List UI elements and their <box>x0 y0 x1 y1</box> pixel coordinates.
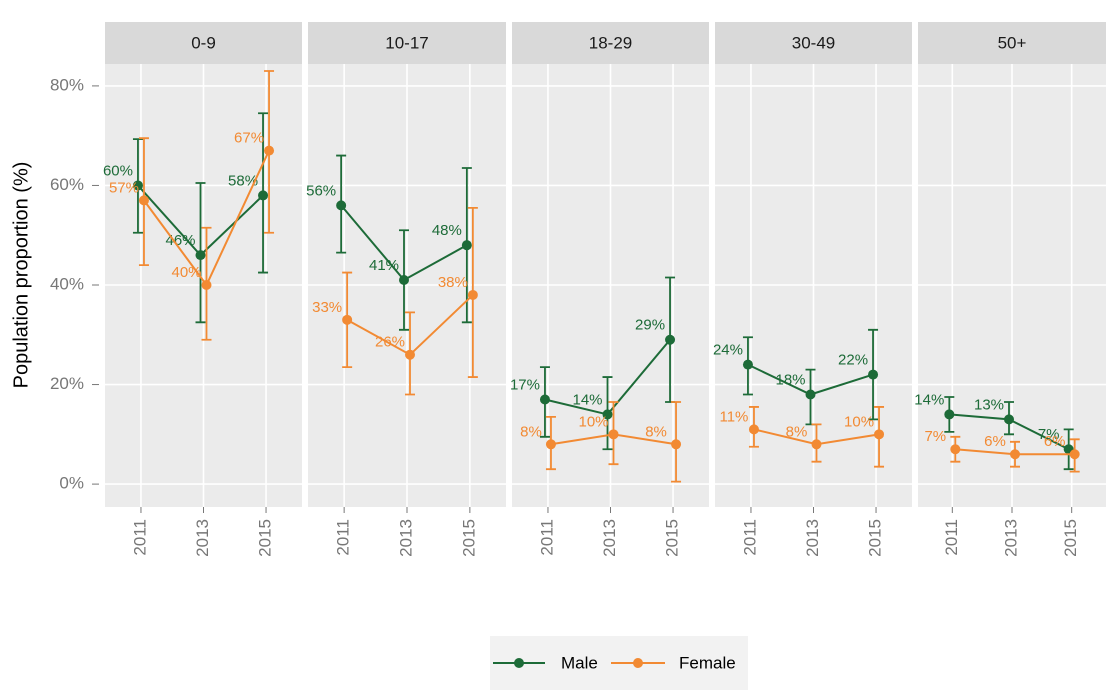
value-label: 33% <box>312 299 342 316</box>
facet-title: 10-17 <box>385 33 428 52</box>
value-label: 26% <box>375 334 405 351</box>
value-label: 17% <box>510 376 540 393</box>
value-label: 8% <box>786 423 808 440</box>
point <box>868 369 879 380</box>
x-tick-label: 2013 <box>396 519 415 557</box>
point <box>336 200 347 211</box>
value-label: 6% <box>1044 433 1066 450</box>
point <box>608 429 619 440</box>
legend-label: Female <box>679 653 736 672</box>
value-label: 41% <box>369 257 399 274</box>
x-tick-label: 2013 <box>1001 519 1020 557</box>
value-label: 14% <box>914 391 944 408</box>
value-label: 38% <box>438 274 468 291</box>
point <box>671 439 682 450</box>
point <box>405 349 415 360</box>
strip <box>918 22 1106 64</box>
facet-title: 18-29 <box>589 33 632 52</box>
value-label: 11% <box>719 408 748 425</box>
x-tick-label: 2013 <box>193 519 212 557</box>
strip <box>308 22 506 64</box>
point <box>944 409 955 420</box>
x-tick-label: 2015 <box>459 519 478 557</box>
x-tick-label: 2011 <box>334 519 353 556</box>
value-label: 56% <box>306 182 336 199</box>
value-label: 8% <box>520 423 542 440</box>
x-tick-label: 2015 <box>866 519 885 557</box>
y-tick-label: 0% <box>59 474 84 493</box>
y-axis-label: Population proportion (%) <box>10 162 32 389</box>
x-tick-label: 2015 <box>256 519 275 557</box>
point <box>264 145 275 156</box>
legend-marker <box>514 658 524 668</box>
point <box>748 424 759 435</box>
point <box>874 429 885 440</box>
point <box>811 439 822 450</box>
point <box>201 280 212 291</box>
point <box>1004 414 1014 425</box>
y-tick-label: 80% <box>50 75 84 94</box>
value-label: 7% <box>1038 426 1060 443</box>
x-tick-label: 2011 <box>942 519 961 556</box>
point <box>342 314 353 325</box>
value-label: 10% <box>844 413 874 430</box>
y-tick-label: 20% <box>50 374 84 393</box>
facet-title: 30-49 <box>792 33 835 52</box>
y-tick-label: 40% <box>50 274 84 293</box>
value-label: 57% <box>109 179 139 196</box>
point <box>195 250 206 261</box>
value-label: 40% <box>171 264 201 281</box>
point <box>138 195 149 206</box>
value-label: 6% <box>984 433 1006 450</box>
value-label: 48% <box>432 222 462 239</box>
value-label: 10% <box>578 413 608 430</box>
point <box>665 334 676 345</box>
value-label: 18% <box>775 371 805 388</box>
strip <box>105 22 302 64</box>
legend-marker <box>633 658 643 668</box>
x-tick-label: 2011 <box>537 519 556 556</box>
value-label: 13% <box>974 396 1004 413</box>
value-label: 8% <box>645 423 667 440</box>
y-tick-label: 60% <box>50 175 84 194</box>
x-tick-label: 2013 <box>600 519 619 557</box>
point <box>1010 449 1020 460</box>
value-label: 46% <box>165 232 195 249</box>
point <box>742 359 753 370</box>
facet-title: 0-9 <box>191 33 216 52</box>
point <box>467 289 478 300</box>
x-tick-label: 2011 <box>740 519 759 556</box>
value-label: 24% <box>713 342 743 359</box>
legend-label: Male <box>561 653 598 672</box>
x-tick-label: 2015 <box>1061 519 1080 557</box>
value-label: 29% <box>635 317 665 334</box>
point <box>602 409 613 420</box>
x-tick-label: 2011 <box>130 519 149 556</box>
point <box>545 439 556 450</box>
strip <box>715 22 912 64</box>
point <box>539 394 550 405</box>
value-label: 14% <box>572 391 602 408</box>
point <box>258 190 269 201</box>
facet-title: 50+ <box>998 33 1027 52</box>
value-label: 67% <box>234 130 264 147</box>
point <box>132 180 143 191</box>
value-label: 60% <box>103 162 133 179</box>
point <box>805 389 816 400</box>
x-tick-label: 2013 <box>803 519 822 557</box>
point <box>399 275 409 286</box>
point <box>461 240 472 251</box>
strip <box>512 22 709 64</box>
value-label: 22% <box>838 352 868 369</box>
x-tick-label: 2015 <box>663 519 682 557</box>
value-label: 58% <box>228 172 258 189</box>
point <box>1069 449 1080 460</box>
point <box>950 444 961 455</box>
value-label: 7% <box>924 428 946 445</box>
